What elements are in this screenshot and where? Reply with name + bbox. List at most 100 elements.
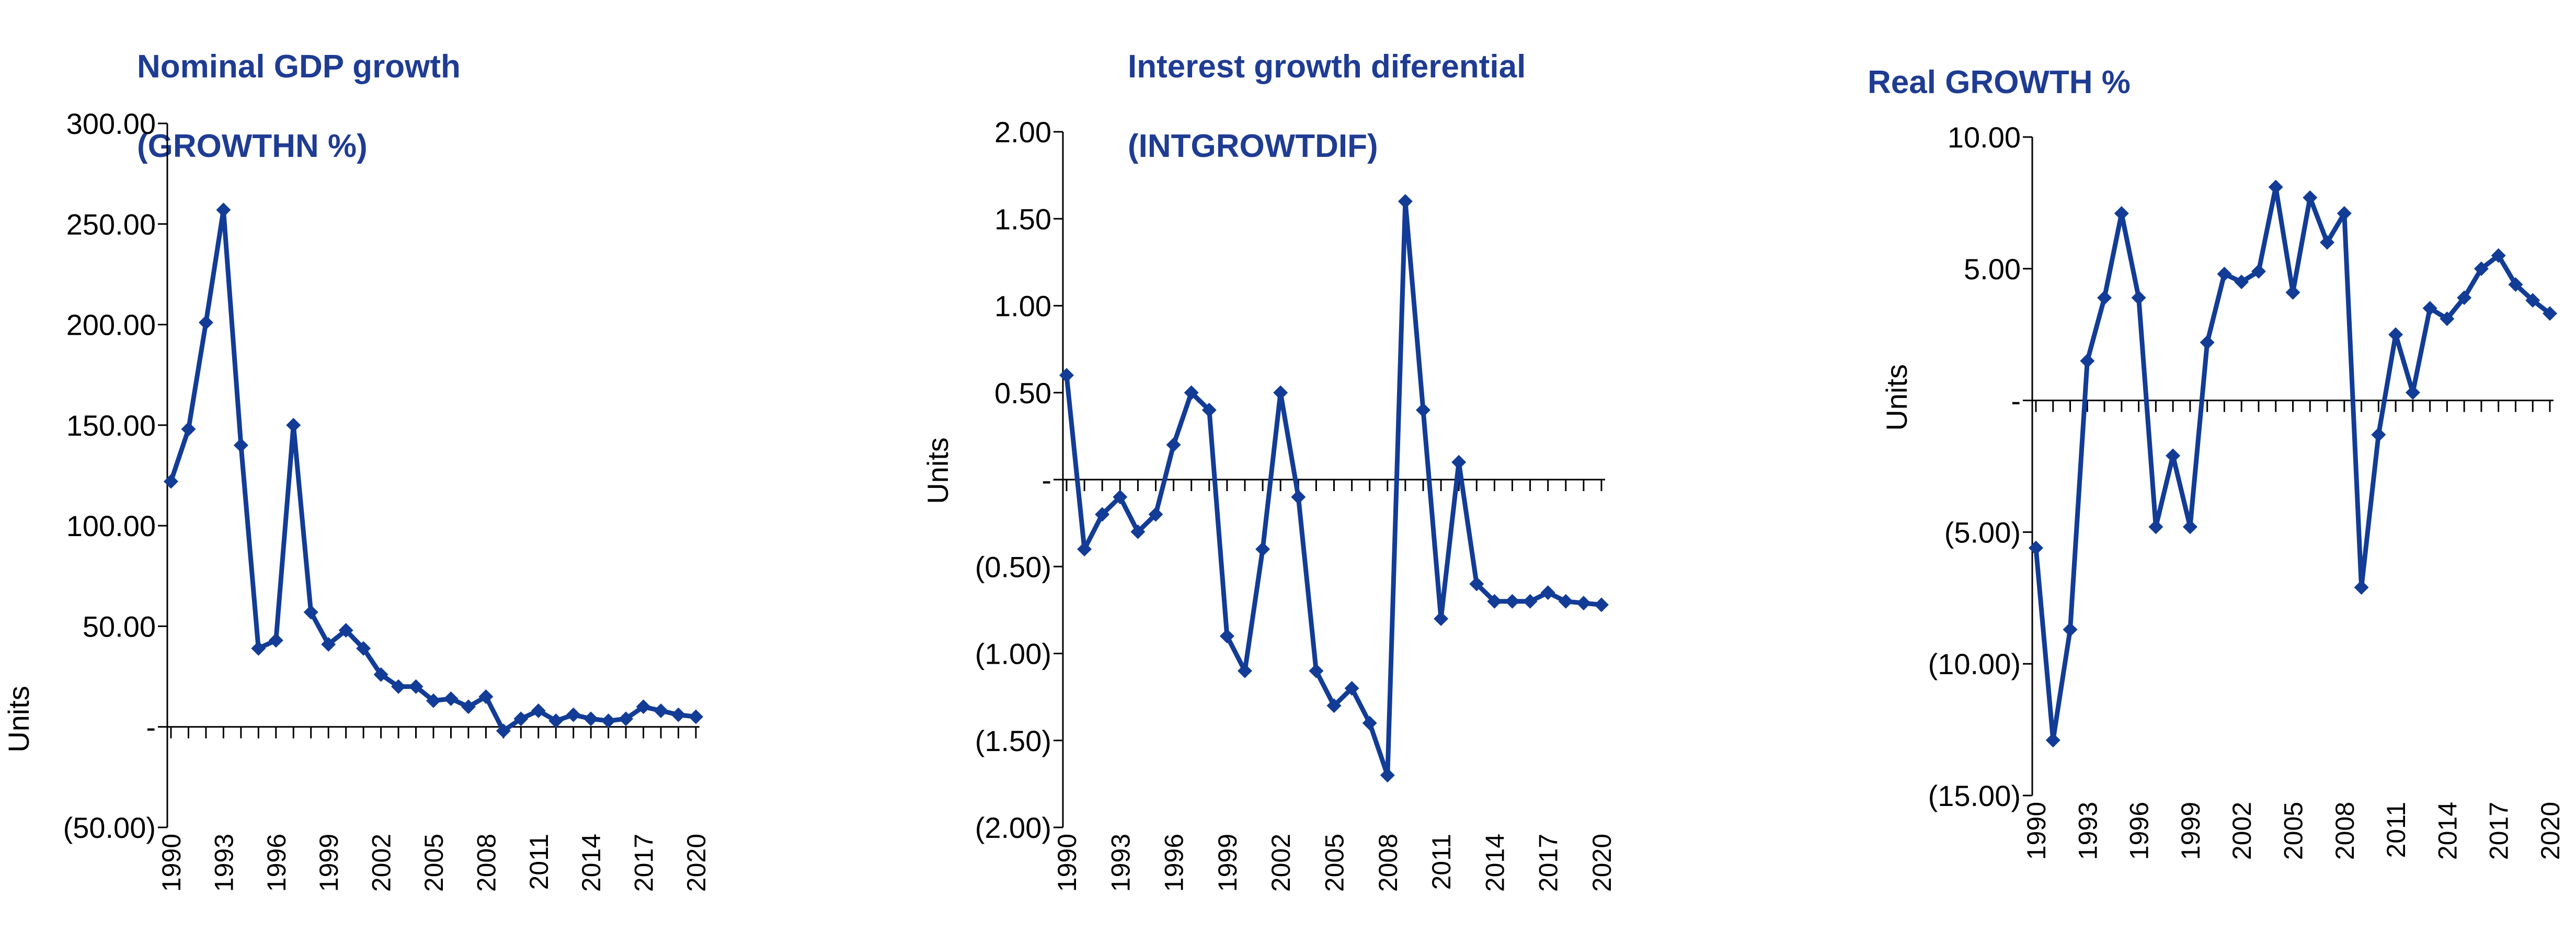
data-point: [583, 711, 599, 726]
data-point: [461, 699, 476, 714]
data-point: [531, 703, 546, 718]
x-tick-label: 1993: [209, 834, 238, 892]
data-point: [198, 315, 213, 330]
data-point: [216, 202, 231, 218]
data-point: [1095, 507, 1110, 522]
data-point: [566, 707, 581, 722]
data-point: [356, 641, 371, 656]
data-point: [2200, 335, 2215, 350]
x-tick-label: 2020: [682, 834, 711, 892]
data-point: [1130, 524, 1146, 539]
x-tick-label: 2011: [1427, 834, 1456, 890]
data-point: [2166, 448, 2181, 463]
y-tick-label: -: [146, 711, 156, 744]
y-tick-label: -: [2011, 384, 2021, 417]
x-tick-label: 1990: [1052, 834, 1082, 892]
data-point: [268, 633, 283, 648]
data-point: [513, 711, 529, 726]
data-point: [286, 417, 301, 433]
x-tick-label: 2014: [577, 834, 606, 892]
y-tick-label: (1.00): [975, 638, 1051, 671]
y-axis-label: Units: [1880, 364, 1913, 431]
x-tick-label: 1996: [2125, 802, 2154, 860]
x-tick-label: 1996: [262, 834, 291, 892]
data-point: [654, 703, 669, 718]
y-tick-label: 1.00: [994, 290, 1051, 323]
x-tick-label: 2011: [2382, 802, 2411, 858]
data-point: [303, 605, 318, 620]
data-point: [2080, 354, 2095, 369]
data-point: [2457, 290, 2472, 305]
data-point: [1576, 596, 1591, 611]
x-tick-label: 1999: [314, 834, 344, 892]
data-point: [2268, 179, 2283, 195]
chart-title: Real GROWTH %: [1868, 23, 2131, 182]
data-point: [1594, 597, 1609, 612]
chart-svg: 10.00 5.00 - (5.00) (10.00) (15.00)1990 1993 19…: [1880, 121, 2565, 860]
y-tick-label: -: [1041, 463, 1051, 496]
y-tick-label: 2.00: [994, 116, 1051, 149]
data-point: [1344, 681, 1359, 696]
x-tick-label: 2017: [2485, 802, 2514, 860]
chart-panel-nominal-gdp: Nominal GDP growth (GROWTHN %) 300.00 250…: [0, 0, 858, 943]
data-point: [636, 699, 651, 714]
y-tick-label: (10.00): [1928, 647, 2021, 680]
data-point: [181, 422, 196, 437]
series-line: [168, 207, 696, 733]
data-point: [2029, 540, 2043, 555]
x-tick-label: 2020: [1587, 834, 1617, 892]
data-point: [1326, 698, 1342, 713]
data-point: [164, 474, 178, 489]
x-tick-label: 2002: [2227, 802, 2257, 860]
data-point: [1451, 455, 1467, 470]
y-tick-label: 1.50: [994, 202, 1051, 235]
data-point: [689, 709, 703, 724]
y-tick-label: 150.00: [66, 409, 156, 442]
data-point: [1505, 594, 1520, 609]
data-point: [2371, 427, 2386, 442]
data-point: [1201, 403, 1217, 417]
data-point: [2508, 277, 2523, 292]
data-point: [2063, 622, 2078, 637]
chart-title: Interest growth diferential (INTGROWTDIF…: [1128, 7, 1526, 206]
data-point: [373, 667, 388, 682]
data-point: [1148, 507, 1163, 522]
data-point: [496, 723, 511, 739]
data-point: [619, 711, 634, 726]
data-point: [426, 693, 441, 708]
x-tick-label: 2005: [2279, 802, 2308, 860]
x-tick-label: 2020: [2536, 802, 2565, 860]
data-point: [2131, 290, 2146, 305]
y-axis-label: Units: [921, 437, 954, 504]
data-point: [2422, 301, 2437, 316]
x-tick-label: 1999: [2176, 802, 2205, 860]
data-point: [2217, 266, 2232, 281]
data-point: [2303, 190, 2318, 205]
x-tick-label: 1996: [1160, 834, 1189, 892]
data-point: [2182, 519, 2197, 535]
y-tick-label: (15.00): [1928, 779, 2021, 812]
data-point: [233, 438, 248, 453]
data-point: [2525, 293, 2540, 308]
x-tick-label: 1990: [157, 834, 186, 892]
y-tick-label: (50.00): [63, 811, 156, 844]
data-point: [1416, 403, 1430, 417]
data-point: [2097, 290, 2112, 305]
data-point: [1184, 385, 1199, 400]
y-tick-label: 200.00: [66, 309, 156, 342]
x-tick-label: 1990: [2022, 802, 2051, 860]
y-axis-label: Units: [2, 686, 35, 753]
y-tick-label: 300.00: [66, 107, 156, 140]
data-point: [251, 641, 266, 656]
x-tick-label: 1993: [1106, 834, 1135, 892]
data-point: [1434, 611, 1449, 626]
data-point: [1077, 542, 1092, 556]
data-point: [2474, 261, 2489, 276]
data-point: [548, 713, 564, 729]
data-point: [443, 691, 459, 706]
data-point: [2405, 385, 2420, 400]
x-tick-label: 1999: [1213, 834, 1242, 892]
x-tick-label: 2017: [1534, 834, 1563, 892]
chart-panel-interest-diff: Interest growth diferential (INTGROWTDIF…: [858, 0, 1717, 943]
data-point: [601, 713, 616, 729]
